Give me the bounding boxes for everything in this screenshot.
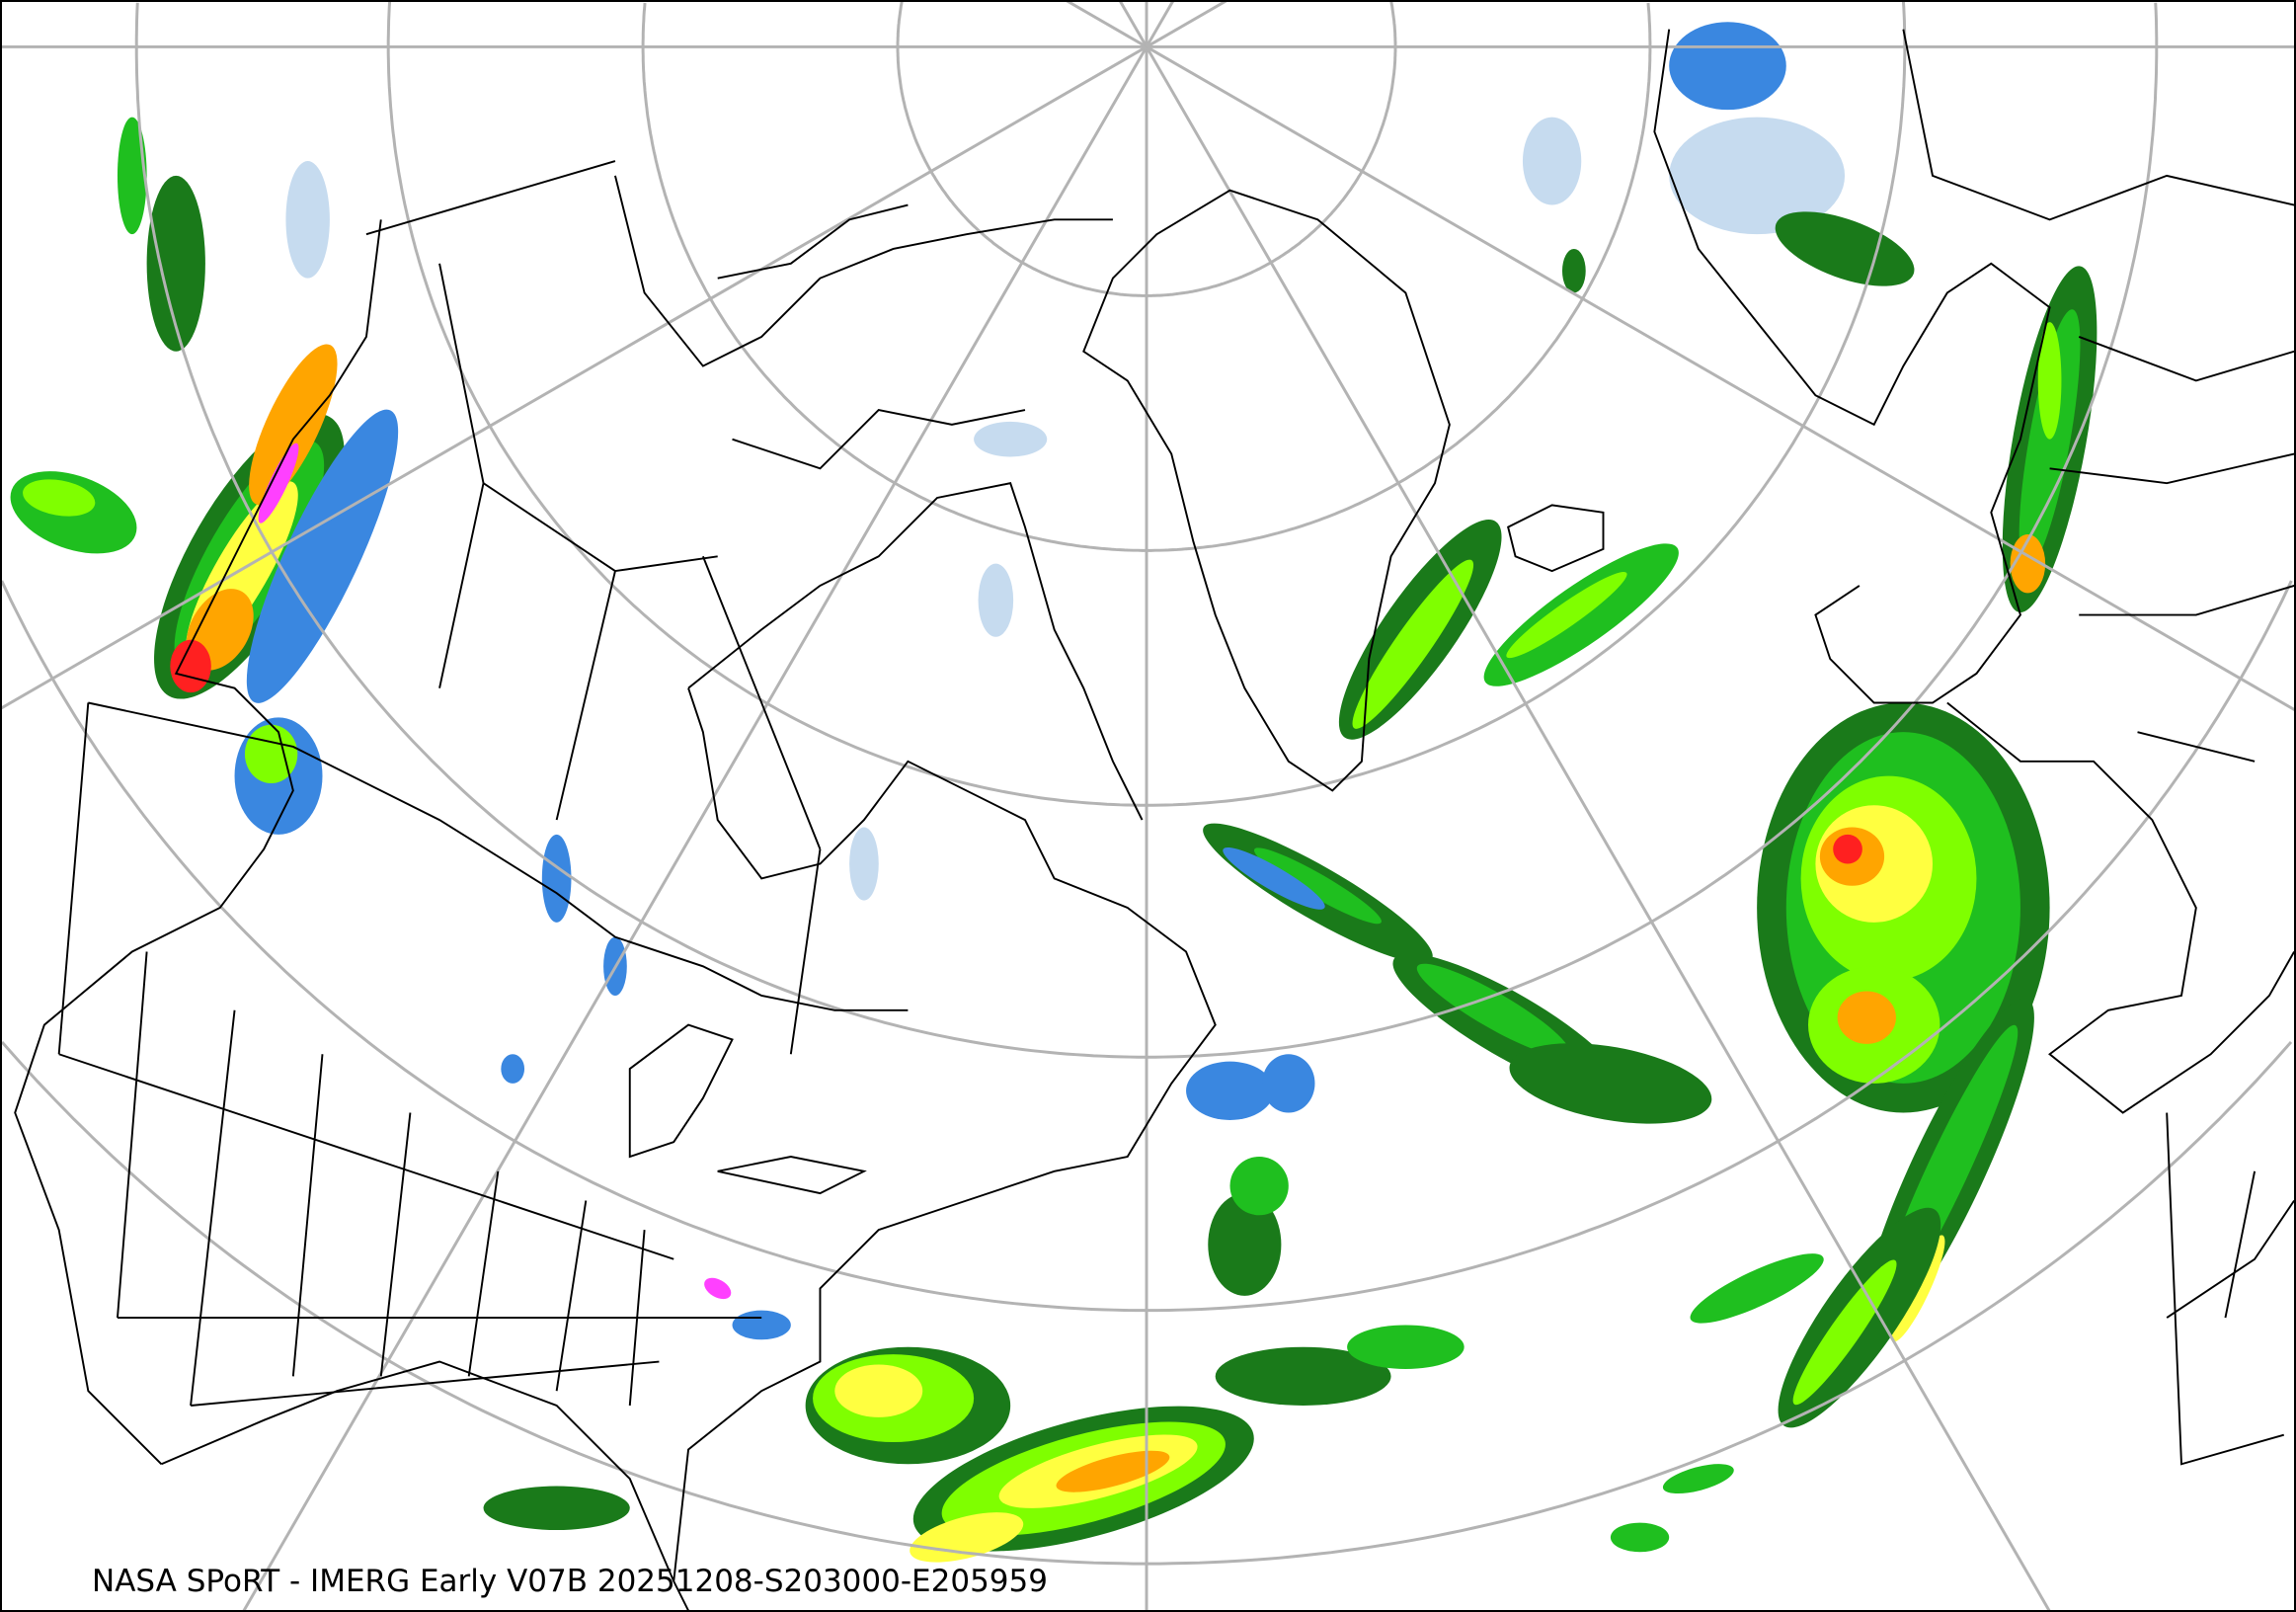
precip-area-dark-green [1561, 248, 1586, 293]
map-caption: NASA SPoRT - IMERG Early V07B 20251208-S… [92, 1564, 1048, 1599]
meridian-line [1065, 0, 1148, 48]
arctic-archipelago-coast [614, 175, 1113, 470]
precip-area-dark-green [146, 175, 205, 352]
precip-area-light-blue [1669, 117, 1846, 235]
meridian-line [0, 45, 1148, 710]
meridian-line [1146, 0, 1228, 48]
meridian-line [1146, 45, 2296, 712]
meridian-line [1145, 0, 1175, 48]
precip-area-dark-green [1215, 1346, 1391, 1406]
iceland-coast [1507, 504, 1605, 573]
latitude-circle [1646, 2, 1652, 47]
coastlines-borders [14, 29, 2295, 1611]
precip-area-red [1833, 834, 1862, 864]
us-canada-border [88, 701, 909, 1011]
precip-area-light-green [2037, 322, 2062, 440]
precip-area-light-blue [1522, 117, 1582, 205]
precip-area-green [1690, 1253, 1824, 1324]
precip-area-light-green [1352, 559, 1474, 729]
greenland-coast [1082, 189, 1451, 792]
latitude-circle [386, 0, 1907, 807]
meridian-line [1118, 0, 1148, 48]
precip-area-blue [732, 1310, 791, 1340]
precip-area-green [1610, 1522, 1670, 1553]
canada-province-lines [365, 160, 822, 1055]
us-state-lines [57, 702, 762, 1407]
precip-area-blue [1669, 22, 1786, 111]
latitude-circle [641, 2, 1652, 552]
precip-area-light-blue [285, 161, 330, 279]
precip-area-dark-green [483, 1486, 630, 1530]
precip-area-light-green [1506, 571, 1627, 659]
meridian-line [241, 45, 1148, 1612]
precip-area-yellow [834, 1364, 923, 1417]
latitude-circle [1389, 1, 1397, 47]
precip-area-blue [246, 409, 399, 703]
precip-area-blue [1186, 1061, 1274, 1120]
latitude-circle [896, 1, 1397, 297]
great-lakes [628, 1023, 867, 1195]
precip-area-green [1662, 1464, 1734, 1494]
precip-area-dark-green [1208, 1193, 1282, 1296]
latitude-circle [2154, 2, 2159, 47]
precip-area-dark-green [1775, 211, 1915, 286]
precip-area-red [170, 639, 211, 693]
precip-area-green [1253, 847, 1382, 925]
precip-area-orange [249, 344, 338, 506]
precip-area-orange [1056, 1450, 1170, 1492]
north-africa-coast [2166, 1199, 2295, 1319]
precip-area-light-blue [974, 421, 1048, 457]
north-america-east-coast [161, 687, 1217, 1611]
precip-area-green [117, 117, 147, 235]
latitude-circle [134, 2, 2159, 1059]
precip-area-green [1229, 1157, 1289, 1216]
north-america-west-coast [14, 219, 382, 1465]
precip-area-blue [1223, 846, 1325, 910]
precip-area-light-green [23, 479, 96, 517]
precip-area-light-green [1792, 1259, 1897, 1406]
precip-area-orange [1837, 991, 1896, 1044]
precip-area-dark-green [1509, 1043, 1712, 1124]
hudson-bay-coast [687, 482, 1144, 821]
precip-area-magenta [258, 443, 299, 524]
europe-borders [1902, 29, 2295, 1466]
europe-coast [1653, 29, 2295, 1114]
meridian-line [1145, 45, 2052, 1612]
precip-area-light-blue [849, 827, 879, 901]
precip-area-green [1347, 1325, 1465, 1369]
precip-area-blue [541, 834, 572, 923]
precip-area-magenta [704, 1277, 732, 1300]
precip-area-blue [501, 1054, 525, 1084]
precip-area-green [1416, 963, 1570, 1057]
precip-area-blue [1262, 1054, 1315, 1113]
precip-area-light-blue [978, 563, 1014, 637]
